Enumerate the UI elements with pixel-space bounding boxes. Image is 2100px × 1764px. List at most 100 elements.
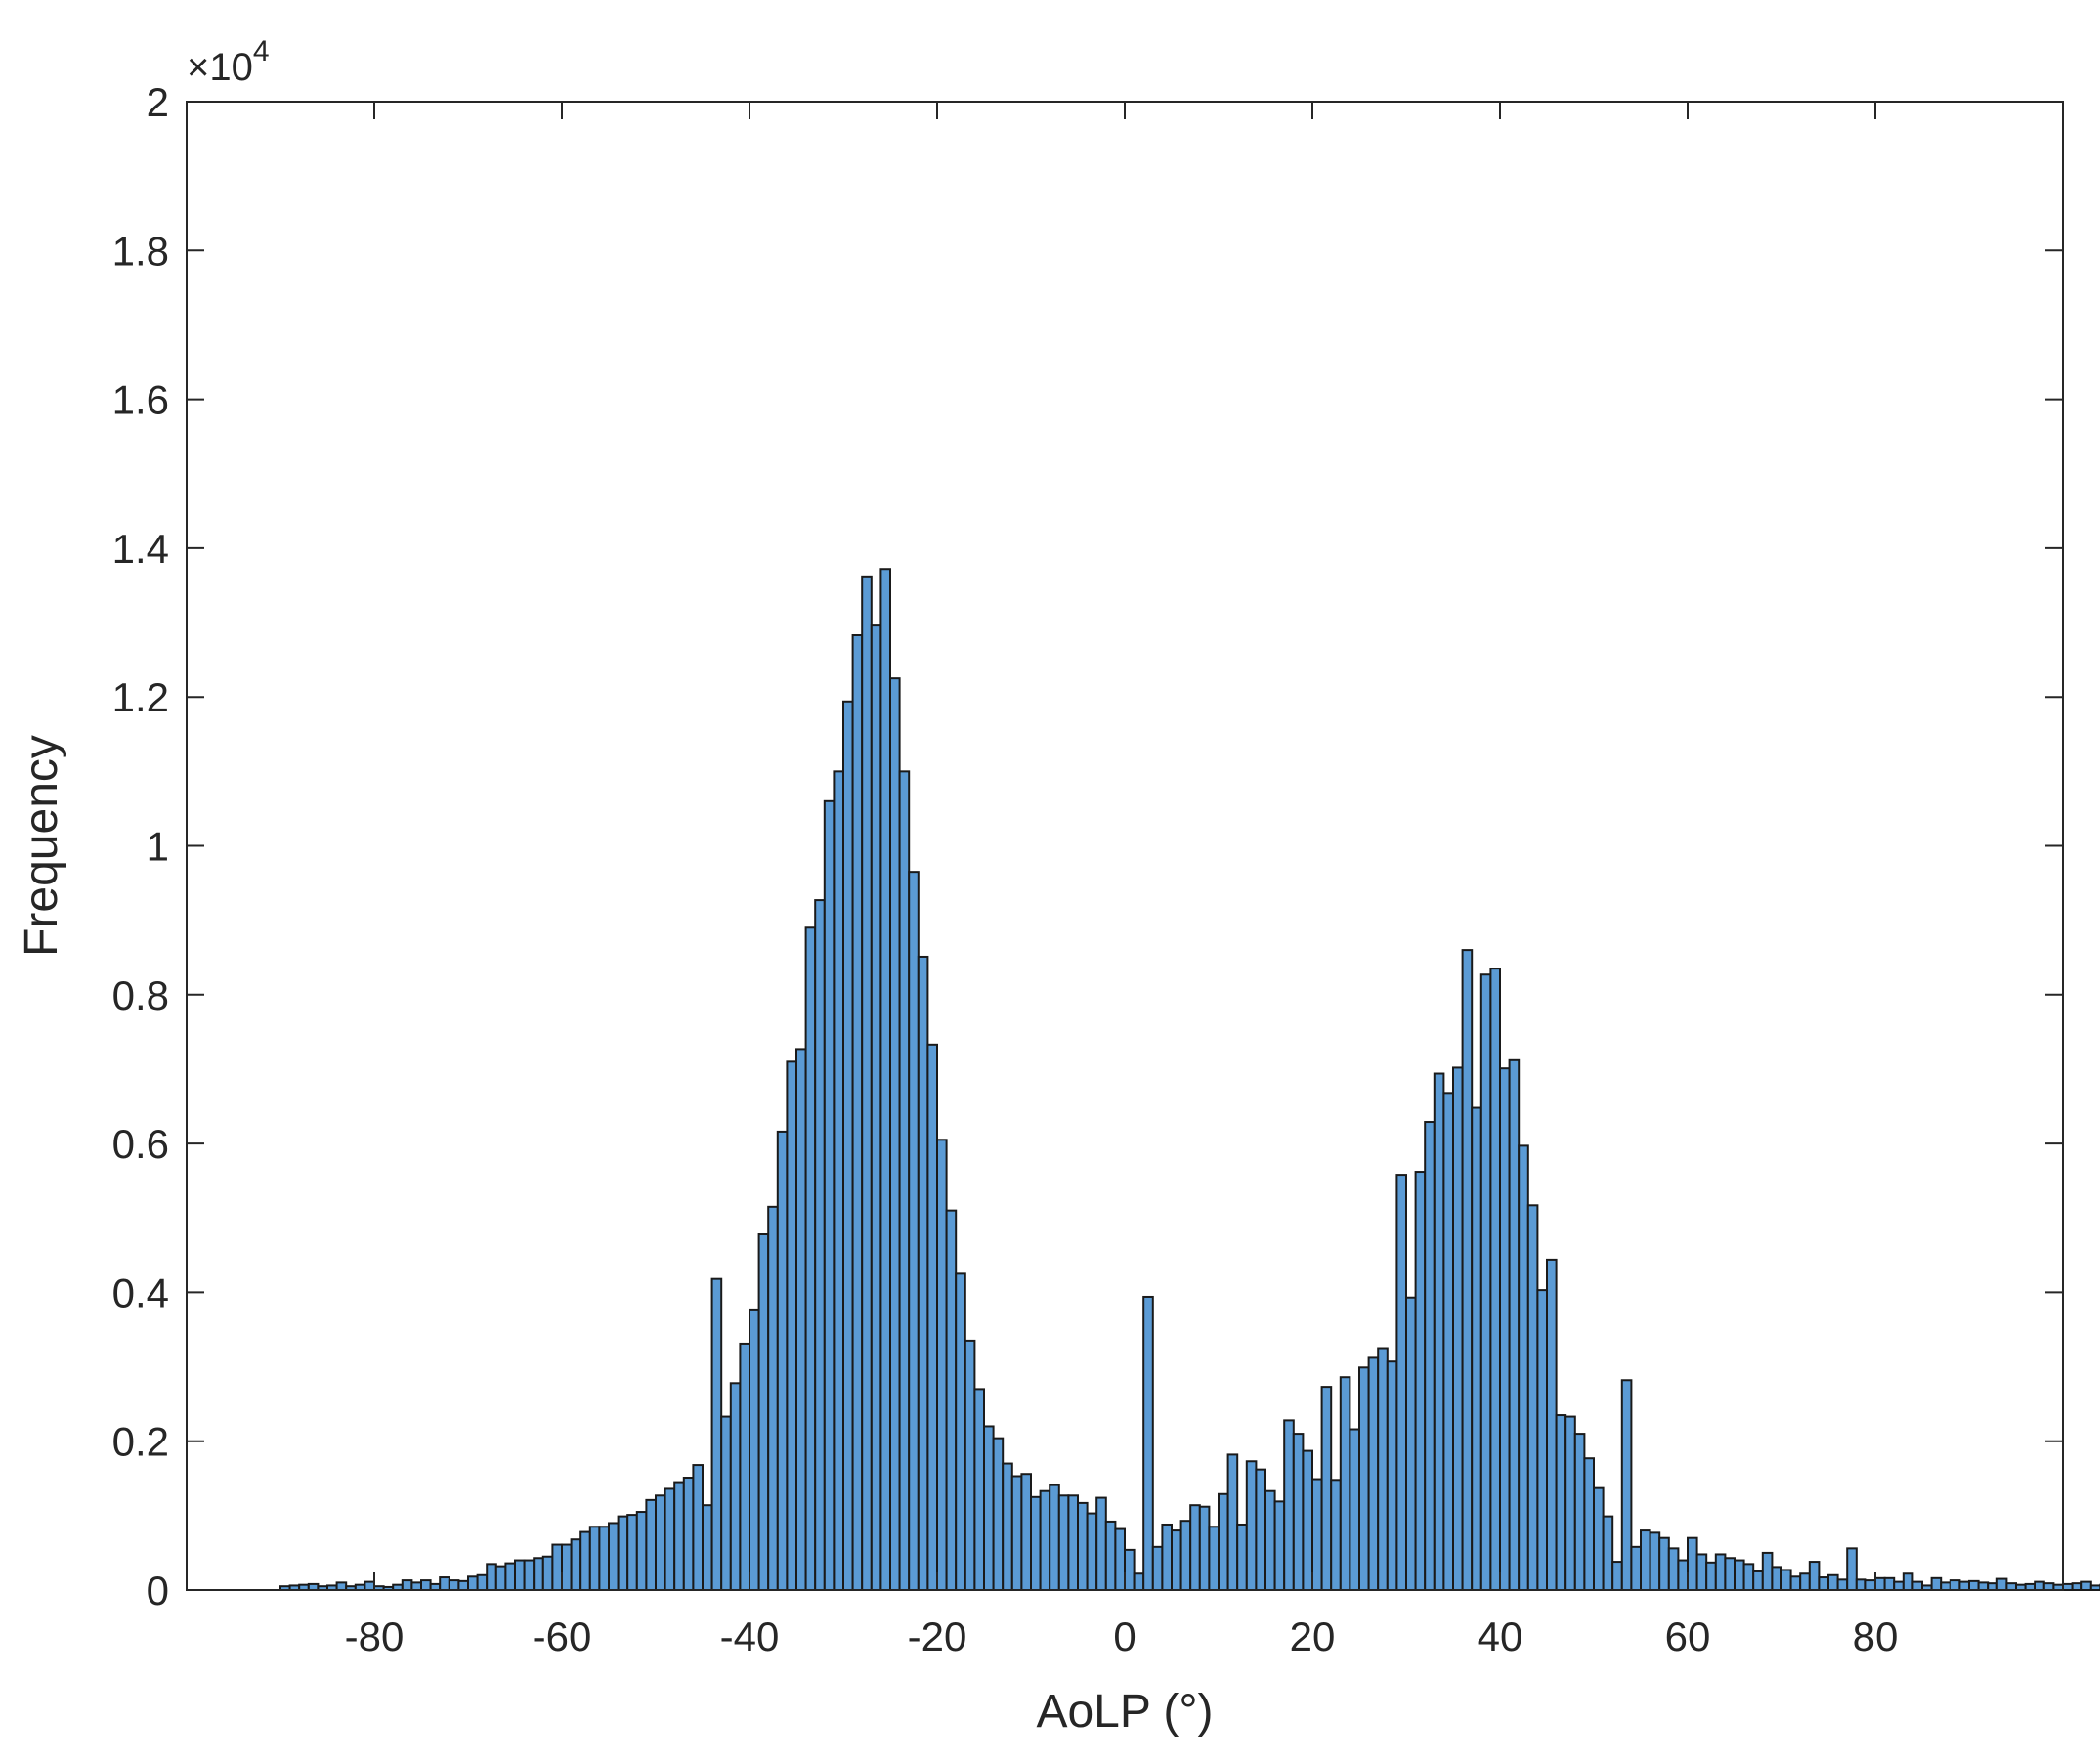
histogram-bar <box>692 1464 705 1591</box>
histogram-bar <box>626 1514 638 1591</box>
histogram-bar <box>898 770 911 1591</box>
histogram-bar <box>1818 1576 1830 1592</box>
histogram-bar <box>486 1563 497 1591</box>
y-axis-exponent-power: 4 <box>253 35 270 67</box>
axes-frame <box>186 101 2064 1591</box>
x-axis-ticks: -80 -60 -40 -20 0 20 40 60 80 <box>345 102 1898 1659</box>
histogram-bar <box>1104 1520 1117 1591</box>
histogram-bar <box>2062 1582 2074 1592</box>
histogram-bar <box>1292 1433 1305 1591</box>
histogram-bar <box>1086 1512 1098 1591</box>
histogram-bar <box>1077 1501 1089 1592</box>
histogram-bar <box>1836 1578 1849 1591</box>
histogram-bar <box>1714 1553 1727 1591</box>
histogram-bar <box>851 634 864 1591</box>
histogram-bar <box>1687 1536 1698 1591</box>
histogram-bar <box>1499 1067 1511 1591</box>
histogram-bar <box>1940 1581 1951 1592</box>
histogram-bar <box>1189 1504 1201 1591</box>
histogram-bar <box>1330 1479 1342 1592</box>
histogram-bar <box>1208 1526 1221 1592</box>
histogram-bar <box>1114 1527 1127 1592</box>
histogram-bar <box>1264 1489 1276 1591</box>
histogram-bar <box>1780 1569 1792 1591</box>
y-axis-ticks: 0 0.2 0.4 0.6 0.8 1 1.2 1.4 1.6 1.8 2 <box>112 79 2063 1613</box>
y-tick-label: 2 <box>147 79 169 125</box>
histogram-bar <box>1987 1582 1998 1592</box>
y-tick-label: 1.2 <box>112 674 169 720</box>
histogram-bar <box>702 1504 713 1591</box>
histogram-bar <box>1424 1121 1436 1592</box>
histogram-bar <box>2089 1584 2100 1592</box>
histogram-bar <box>2080 1580 2092 1591</box>
histogram-bar <box>1010 1475 1023 1591</box>
histogram-bar <box>1302 1449 1314 1591</box>
histogram-bar <box>608 1522 620 1591</box>
histogram-bar <box>1218 1492 1229 1592</box>
histogram-bar <box>448 1579 460 1591</box>
histogram-bar <box>635 1511 648 1592</box>
histogram-bar <box>861 575 873 1592</box>
histogram-bar <box>1874 1576 1886 1591</box>
histogram-bar <box>1526 1204 1539 1592</box>
histogram-bar <box>1555 1414 1567 1592</box>
histogram-bar <box>1789 1575 1802 1592</box>
histogram-bar <box>1771 1566 1783 1592</box>
histogram-bar <box>757 1233 770 1591</box>
histogram-bar <box>541 1555 554 1591</box>
histogram-bar <box>1705 1561 1717 1591</box>
histogram-bar <box>1095 1496 1107 1591</box>
histogram-bar <box>1358 1366 1370 1592</box>
x-tick-label: 0 <box>1113 1613 1136 1659</box>
y-tick-label: 0 <box>147 1568 169 1613</box>
y-tick-label: 1.8 <box>112 228 169 274</box>
histogram-bar <box>570 1538 582 1591</box>
x-axis-label: AoLP (°) <box>1036 1686 1213 1738</box>
histogram-bar <box>795 1048 807 1591</box>
histogram-bar <box>504 1562 517 1591</box>
histogram-bar <box>588 1526 601 1592</box>
histogram-bar <box>1255 1468 1267 1592</box>
histogram-bar <box>1827 1573 1839 1592</box>
histogram-bar <box>1724 1557 1736 1592</box>
histogram-bar <box>655 1494 666 1592</box>
histogram-bar <box>1320 1386 1333 1591</box>
histogram-bar <box>1583 1457 1596 1591</box>
histogram-bar <box>1030 1495 1042 1592</box>
histogram-bar <box>401 1579 413 1591</box>
histogram-bar <box>533 1557 544 1592</box>
histogram-bar <box>1640 1529 1651 1591</box>
histogram-bar <box>1405 1296 1417 1591</box>
histogram-bar <box>833 770 845 1591</box>
histogram-bar <box>1236 1523 1248 1591</box>
histogram-bar <box>1273 1500 1286 1592</box>
histogram-bar <box>1349 1428 1361 1592</box>
histogram-bar <box>579 1530 591 1591</box>
histogram-bar <box>1179 1520 1192 1592</box>
x-tick-label: -60 <box>533 1613 592 1659</box>
histogram-bar <box>2042 1582 2055 1592</box>
histogram-bar <box>1846 1547 1858 1591</box>
histogram-bar <box>2071 1582 2083 1592</box>
x-tick-label: 20 <box>1290 1613 1336 1659</box>
histogram-bar <box>1039 1489 1051 1591</box>
histogram-bar <box>561 1543 573 1592</box>
histogram-bar <box>420 1579 432 1591</box>
histogram-bar <box>1339 1376 1351 1591</box>
histogram-bar <box>476 1573 489 1592</box>
histogram-bar <box>1151 1545 1164 1591</box>
histogram-bar <box>1799 1572 1811 1591</box>
histogram-bar <box>1433 1072 1445 1591</box>
histogram-bar <box>1667 1547 1680 1591</box>
histogram-bar <box>729 1382 742 1592</box>
histogram-bar <box>749 1308 760 1592</box>
histogram-bar <box>467 1575 479 1592</box>
histogram-bar <box>1593 1486 1605 1592</box>
histogram-bar <box>2005 1582 2017 1592</box>
histogram-bar <box>1902 1572 1914 1591</box>
histogram-bar <box>1761 1551 1774 1592</box>
histogram-bar <box>1377 1347 1389 1592</box>
histogram-bar <box>673 1481 685 1591</box>
histogram-bar <box>1367 1356 1380 1592</box>
